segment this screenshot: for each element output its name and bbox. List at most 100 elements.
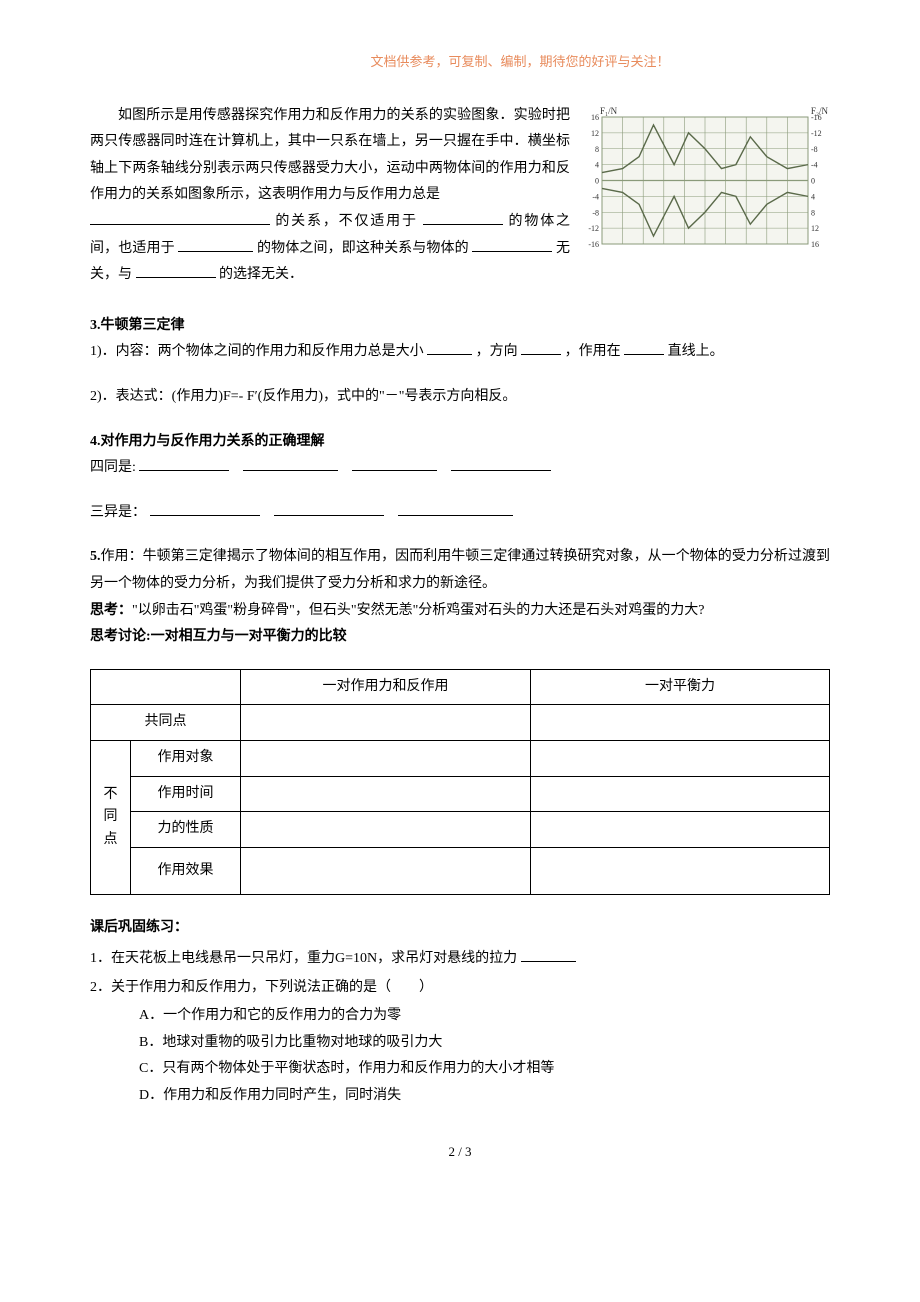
svg-text:-4: -4 xyxy=(811,160,818,169)
svg-text:-8: -8 xyxy=(811,144,818,153)
td-cell xyxy=(241,740,531,776)
table-row: 一对作用力和反作用 一对平衡力 xyxy=(91,669,830,705)
blank xyxy=(423,210,503,225)
t: 作用：牛顿第三定律揭示了物体间的相互作用，因而利用牛顿三定律通过转换研究对象，从… xyxy=(90,549,830,591)
table-row: 作用时间 xyxy=(91,776,830,812)
t: ，方向 xyxy=(476,344,518,359)
blank xyxy=(521,340,561,355)
td-sub: 作用时间 xyxy=(131,776,241,812)
t: 四同是: xyxy=(90,460,136,475)
td-cell xyxy=(241,847,531,895)
t: 不同点 xyxy=(104,784,118,851)
svg-text:12: 12 xyxy=(591,129,599,138)
blank xyxy=(521,947,576,962)
td-cell xyxy=(531,847,830,895)
option-c: C．只有两个物体处于平衡状态时，作用力和反作用力的大小才相等 xyxy=(139,1056,830,1083)
table-row: 作用效果 xyxy=(91,847,830,895)
td-common: 共同点 xyxy=(91,705,241,741)
blank xyxy=(352,456,437,471)
t: "以卵击石"鸡蛋"粉身碎骨"，但石头"安然无恙"分析鸡蛋对石头的力大还是石头对鸡… xyxy=(132,603,705,618)
td-cell xyxy=(531,776,830,812)
exercises: 课后巩固练习： 1．在天花板上电线悬吊一只吊灯，重力G=10N，求吊灯对悬线的拉… xyxy=(90,915,830,1109)
four-same-line: 四同是: xyxy=(90,455,830,482)
table-row: 共同点 xyxy=(91,705,830,741)
option-d: D．作用力和反作用力同时产生，同时消失 xyxy=(139,1083,830,1110)
svg-text:16: 16 xyxy=(811,240,819,249)
option-a: A．一个作用力和它的反作用力的合力为零 xyxy=(139,1003,830,1030)
td-sub: 作用对象 xyxy=(131,740,241,776)
sec4-title: 4.对作用力与反作用力关系的正确理解 xyxy=(90,429,830,456)
svg-text:-8: -8 xyxy=(592,208,599,217)
svg-text:0: 0 xyxy=(811,176,815,185)
t: 1)．内容：两个物体之间的作用力和反作用力总是大小 xyxy=(90,344,424,359)
blank xyxy=(139,456,229,471)
t: 的选择无关． xyxy=(219,267,303,282)
svg-text:-12: -12 xyxy=(811,129,822,138)
sec3-title: 3.牛顿第三定律 xyxy=(90,313,830,340)
svg-text:-16: -16 xyxy=(588,240,599,249)
svg-text:4: 4 xyxy=(595,160,599,169)
th-pair-balance: 一对平衡力 xyxy=(531,669,830,705)
td-sub: 力的性质 xyxy=(131,812,241,848)
blank xyxy=(243,456,338,471)
exercise-q1: 1．在天花板上电线悬吊一只吊灯，重力G=10N，求吊灯对悬线的拉力 xyxy=(90,946,830,973)
page-number: 2 / 3 xyxy=(90,1140,830,1165)
t: 的关系，不仅适用于 xyxy=(275,214,418,229)
svg-text:-4: -4 xyxy=(592,192,599,201)
think-label: 思考： xyxy=(90,603,132,618)
svg-text:4: 4 xyxy=(811,192,815,201)
exp-p1: 如图所示是用传感器探究作用力和反作用力的关系的实验图象．实验时把两只传感器同时连… xyxy=(90,108,570,203)
td-cell xyxy=(531,812,830,848)
compare-table: 一对作用力和反作用 一对平衡力 共同点 不同点 作用对象 作用时间 力的性质 作… xyxy=(90,669,830,896)
blank xyxy=(472,236,552,251)
t: 直线上。 xyxy=(668,344,724,359)
svg-text:0: 0 xyxy=(595,176,599,185)
blank xyxy=(398,500,513,515)
svg-text:F₁/N: F₁/N xyxy=(600,106,618,116)
exercises-title: 课后巩固练习： xyxy=(90,915,830,942)
exercise-q2: 2．关于作用力和反作用力，下列说法正确的是（ ） xyxy=(90,975,830,1002)
blank xyxy=(150,500,260,515)
three-diff-line: 三异是： xyxy=(90,500,830,527)
blank xyxy=(178,236,253,251)
section-3: 3.牛顿第三定律 1)．内容：两个物体之间的作用力和反作用力总是大小 ，方向 ，… xyxy=(90,313,830,411)
svg-text:-12: -12 xyxy=(588,224,599,233)
svg-text:8: 8 xyxy=(595,144,599,153)
section-5: 5.作用：牛顿第三定律揭示了物体间的相互作用，因而利用牛顿三定律通过转换研究对象… xyxy=(90,544,830,650)
blank xyxy=(136,263,216,278)
option-b: B．地球对重物的吸引力比重物对地球的吸引力大 xyxy=(139,1030,830,1057)
experiment-section: 1612840-4-8-12-16-16-12-8-40481216F₁/NF₂… xyxy=(90,103,830,289)
sec5-discuss: 思考讨论:一对相互力与一对平衡力的比较 xyxy=(90,624,830,651)
td-sub: 作用效果 xyxy=(131,847,241,895)
td-cell xyxy=(531,740,830,776)
table-row: 力的性质 xyxy=(91,812,830,848)
td-diff: 不同点 xyxy=(91,740,131,894)
t: 的物体之间，即这种关系与物体的 xyxy=(257,241,469,256)
td-cell xyxy=(241,705,531,741)
td-cell xyxy=(241,812,531,848)
blank xyxy=(427,340,472,355)
svg-text:8: 8 xyxy=(811,208,815,217)
t: 1．在天花板上电线悬吊一只吊灯，重力G=10N，求吊灯对悬线的拉力 xyxy=(90,951,517,966)
sec5-p1: 5.作用：牛顿第三定律揭示了物体间的相互作用，因而利用牛顿三定律通过转换研究对象… xyxy=(90,544,830,597)
header-note: 文档供参考，可复制、编制，期待您的好评与关注！ xyxy=(210,50,830,75)
sec3-line1: 1)．内容：两个物体之间的作用力和反作用力总是大小 ，方向 ，作用在 直线上。 xyxy=(90,339,830,366)
t: ，作用在 xyxy=(565,344,621,359)
svg-text:12: 12 xyxy=(811,224,819,233)
svg-text:F₂/N: F₂/N xyxy=(811,106,829,116)
section-4: 4.对作用力与反作用力关系的正确理解 四同是: 三异是： xyxy=(90,429,830,527)
t: 三异是： xyxy=(90,505,146,520)
td-cell xyxy=(241,776,531,812)
td-cell xyxy=(531,705,830,741)
th-pair-action: 一对作用力和反作用 xyxy=(241,669,531,705)
force-chart: 1612840-4-8-12-16-16-12-8-40481216F₁/NF₂… xyxy=(580,105,830,250)
sec3-line2: 2)．表达式：(作用力)F=- F′(反作用力)，式中的"－"号表示方向相反。 xyxy=(90,384,830,411)
blank xyxy=(90,210,270,225)
blank xyxy=(451,456,551,471)
sec5-think: 思考："以卵击石"鸡蛋"粉身碎骨"，但石头"安然无恙"分析鸡蛋对石头的力大还是石… xyxy=(90,598,830,625)
table-row: 不同点 作用对象 xyxy=(91,740,830,776)
blank xyxy=(624,340,664,355)
th-blank xyxy=(91,669,241,705)
svg-text:16: 16 xyxy=(591,113,599,122)
blank xyxy=(274,500,384,515)
